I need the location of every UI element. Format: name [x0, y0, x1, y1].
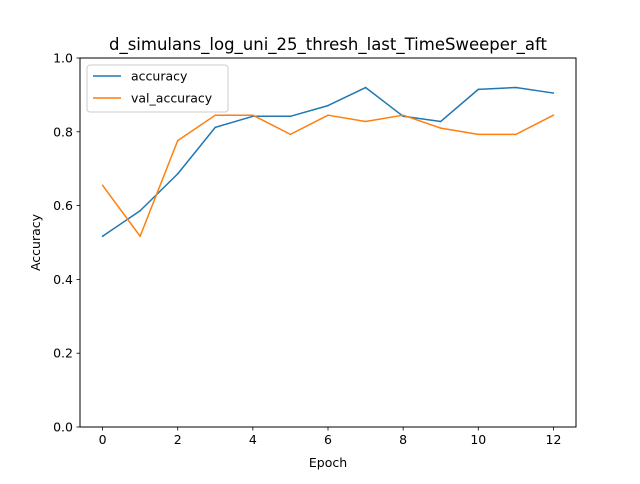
x-tick-label: 8 — [399, 432, 407, 447]
data-point-val-accuracy-6 — [327, 114, 329, 116]
data-point-val-accuracy-2 — [176, 139, 179, 142]
y-axis-ticks: 0.0 0.2 0.4 0.6 0.8 1.0 — [53, 51, 80, 435]
data-point-accuracy-3 — [214, 126, 217, 129]
data-point-val-accuracy-9 — [439, 127, 442, 129]
data-point-val-accuracy-3 — [214, 114, 217, 116]
x-tick-label: 12 — [546, 432, 562, 447]
data-point-accuracy-0 — [101, 235, 104, 238]
data-point-val-accuracy-4 — [252, 114, 254, 116]
data-point-accuracy-10 — [477, 88, 480, 91]
data-point-accuracy-7 — [364, 86, 367, 89]
legend-box — [86, 64, 229, 113]
data-point-accuracy-5 — [289, 115, 292, 118]
data-point-val-accuracy-5 — [289, 133, 292, 136]
legend-label-val-accuracy: val_accuracy — [131, 91, 213, 106]
y-tick-label: 0.8 — [53, 124, 73, 139]
data-point-accuracy-1 — [139, 209, 141, 212]
data-point-accuracy-9 — [439, 120, 442, 123]
plot-series-group — [101, 86, 555, 238]
legend: accuracy val_accuracy — [86, 64, 229, 113]
data-point-val-accuracy-7 — [364, 120, 367, 123]
y-tick-label: 0.6 — [53, 198, 73, 213]
y-tick-label: 0.0 — [53, 420, 73, 435]
x-tick-label: 0 — [99, 432, 107, 447]
chart-title: d_simulans_log_uni_25_thresh_last_TimeSw… — [109, 35, 548, 55]
data-point-accuracy-2 — [176, 173, 179, 175]
y-axis-label: Accuracy — [28, 213, 43, 271]
data-point-val-accuracy-8 — [402, 114, 404, 116]
x-tick-label: 10 — [470, 432, 486, 447]
y-tick-label: 1.0 — [53, 51, 73, 66]
x-axis-ticks: 0 2 4 6 8 10 12 — [99, 427, 562, 447]
x-tick-label: 6 — [324, 432, 332, 447]
data-point-accuracy-6 — [327, 104, 329, 107]
data-point-accuracy-12 — [552, 92, 555, 94]
data-point-val-accuracy-1 — [139, 235, 141, 238]
x-tick-label: 4 — [249, 432, 257, 447]
data-point-val-accuracy-12 — [552, 114, 555, 116]
y-tick-label: 0.2 — [53, 346, 73, 361]
data-point-val-accuracy-11 — [515, 133, 517, 136]
legend-label-accuracy: accuracy — [131, 69, 188, 84]
y-tick-label: 0.4 — [53, 272, 73, 287]
data-point-val-accuracy-10 — [477, 133, 480, 136]
x-tick-label: 2 — [174, 432, 182, 447]
x-axis-label: Epoch — [309, 455, 347, 470]
data-point-val-accuracy-0 — [101, 184, 104, 187]
data-point-accuracy-11 — [515, 86, 517, 89]
